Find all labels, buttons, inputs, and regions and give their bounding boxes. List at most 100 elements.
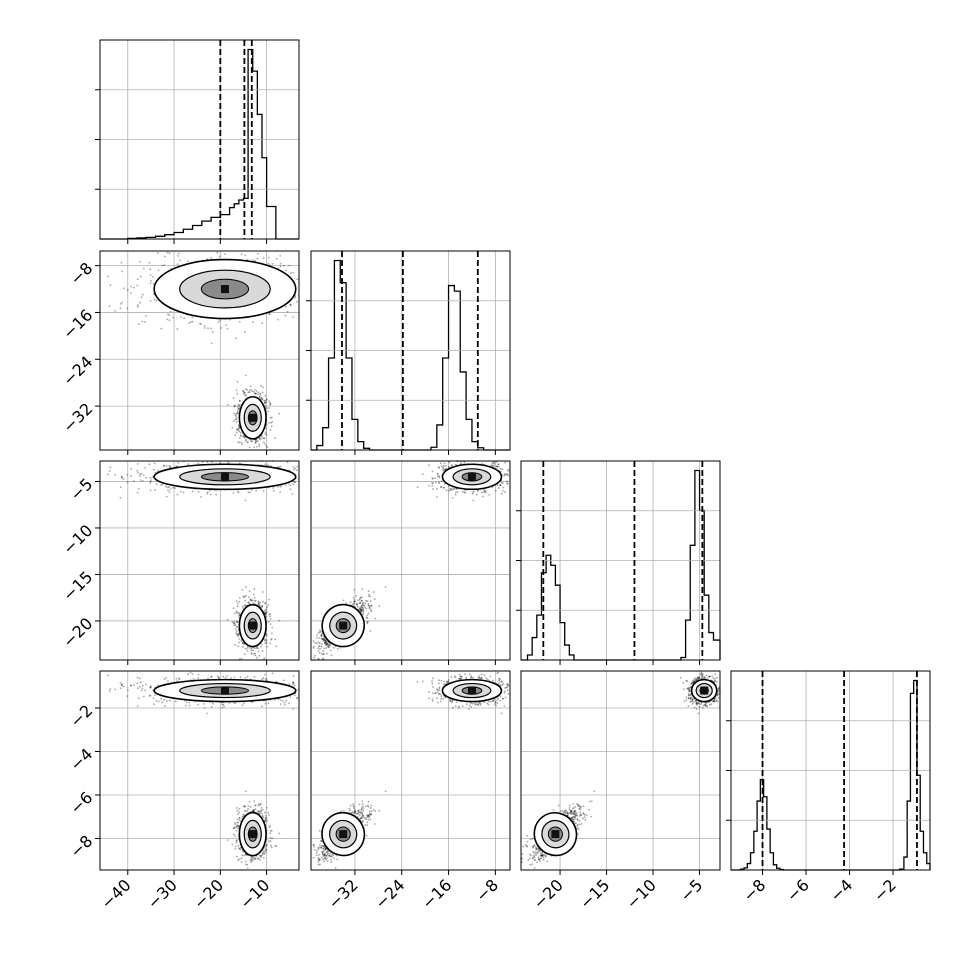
sample-point <box>265 445 268 447</box>
sample-point <box>164 255 166 258</box>
sample-point <box>252 649 255 652</box>
sample-point <box>189 321 192 323</box>
sample-point <box>261 398 264 401</box>
sample-point <box>236 602 239 605</box>
sample-point <box>314 654 316 657</box>
sample-point <box>255 489 257 492</box>
sample-point <box>149 489 152 492</box>
sample-point <box>314 641 316 644</box>
sample-point <box>169 466 172 468</box>
sample-point <box>289 304 292 306</box>
sample-point <box>374 617 377 620</box>
sample-point <box>364 602 367 605</box>
sample-point <box>285 269 287 272</box>
sample-point <box>316 634 318 636</box>
sample-point <box>126 289 129 292</box>
sample-point <box>243 391 246 394</box>
sample-point <box>142 474 145 477</box>
sample-point <box>261 591 264 593</box>
sample-point <box>153 468 155 471</box>
sample-point <box>267 621 270 623</box>
sample-point <box>329 649 332 652</box>
sample-point <box>245 374 247 377</box>
sample-point <box>269 429 272 432</box>
sample-point <box>167 489 169 491</box>
panel-2-1 <box>310 460 511 665</box>
sample-point <box>126 307 129 310</box>
sample-point <box>372 591 375 593</box>
sample-point <box>244 499 247 502</box>
sample-point <box>245 394 248 397</box>
sample-point <box>352 596 355 599</box>
sample-point <box>176 328 179 330</box>
sample-point <box>264 642 267 645</box>
sample-point <box>356 605 359 608</box>
sample-point <box>259 438 262 441</box>
sample-point <box>235 337 237 340</box>
sample-point <box>261 391 264 394</box>
sample-point <box>272 487 275 489</box>
sample-point <box>176 493 179 496</box>
sample-point <box>149 268 152 271</box>
sample-point <box>270 425 273 427</box>
sample-point <box>238 405 241 408</box>
sample-point <box>234 643 237 646</box>
sample-point <box>261 650 264 652</box>
sample-point <box>431 482 433 485</box>
sample-point <box>437 473 439 476</box>
sample-point <box>248 446 251 449</box>
sample-point <box>261 604 264 607</box>
sample-point <box>137 488 140 490</box>
sample-point <box>292 271 295 274</box>
sample-point <box>233 612 236 615</box>
sample-point <box>291 493 294 495</box>
sample-point <box>497 487 500 489</box>
sample-point <box>256 646 258 649</box>
sample-point <box>191 320 194 323</box>
sample-point <box>238 399 241 402</box>
sample-point <box>119 486 122 489</box>
sample-point <box>248 389 251 392</box>
sample-point <box>238 437 241 439</box>
sample-point <box>256 393 259 396</box>
sample-point <box>197 462 200 465</box>
sample-point <box>157 269 160 272</box>
sample-point <box>165 495 168 498</box>
sample-point <box>463 461 466 464</box>
sample-point <box>318 651 321 654</box>
sample-point <box>225 324 228 327</box>
sample-point <box>296 278 299 281</box>
sample-point <box>355 594 358 597</box>
sample-point <box>262 441 265 444</box>
sample-point <box>267 256 270 259</box>
sample-point <box>236 380 239 383</box>
sample-point <box>289 488 292 491</box>
histogram-0 <box>100 48 299 240</box>
sample-point <box>108 470 111 472</box>
sample-point <box>265 431 267 434</box>
sample-point <box>264 463 267 466</box>
sample-point <box>500 481 503 484</box>
sample-point <box>149 282 152 284</box>
sample-point <box>136 304 139 307</box>
density-peak <box>220 472 229 481</box>
sample-point <box>149 480 152 483</box>
sample-point <box>268 400 270 403</box>
sample-point <box>370 608 373 611</box>
sample-point <box>121 477 123 479</box>
sample-point <box>130 292 132 294</box>
sample-point <box>260 643 263 646</box>
sample-point <box>237 425 240 428</box>
sample-point <box>248 590 251 593</box>
sample-point <box>245 438 248 441</box>
sample-point <box>271 626 274 629</box>
sample-point <box>155 483 158 486</box>
sample-point <box>296 469 298 472</box>
sample-point <box>254 654 257 657</box>
sample-point <box>296 300 298 303</box>
tick-label-y: −8 <box>66 259 96 289</box>
sample-point <box>244 436 246 439</box>
sample-point <box>199 322 201 325</box>
sample-point <box>259 645 262 648</box>
sample-point <box>497 465 500 468</box>
